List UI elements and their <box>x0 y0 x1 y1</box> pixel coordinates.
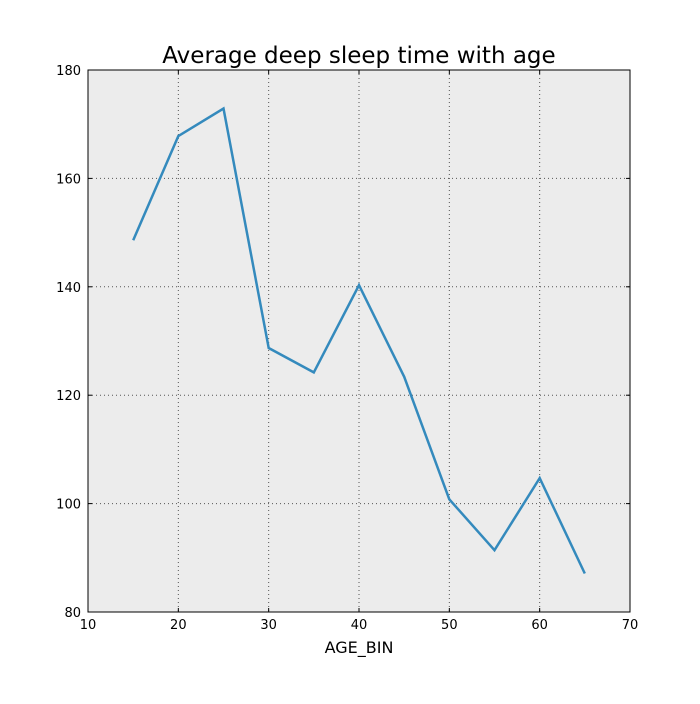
y-tick-label: 140 <box>56 281 81 296</box>
y-tick-label: 180 <box>56 64 81 79</box>
y-tick-label: 120 <box>56 389 81 404</box>
x-tick-label: 10 <box>80 618 97 633</box>
x-tick-label: 40 <box>351 618 368 633</box>
x-tick-label: 30 <box>260 618 277 633</box>
x-tick-label: 60 <box>531 618 548 633</box>
x-axis-label: AGE_BIN <box>325 638 394 658</box>
y-tick-label: 80 <box>64 606 81 621</box>
y-tick-label: 100 <box>56 498 81 513</box>
y-tick-label: 160 <box>56 172 81 187</box>
x-tick-label: 20 <box>170 618 187 633</box>
x-tick-label: 50 <box>441 618 458 633</box>
x-tick-label: 70 <box>622 618 639 633</box>
chart-title: Average deep sleep time with age <box>162 43 555 69</box>
